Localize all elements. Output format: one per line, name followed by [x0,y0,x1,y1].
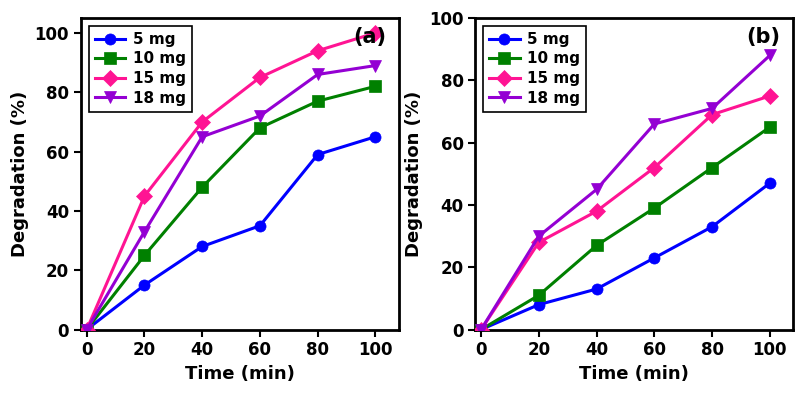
X-axis label: Time (min): Time (min) [185,365,295,383]
18 mg [198,134,207,139]
5 mg [140,282,149,287]
15 mg [533,240,543,245]
15 mg [707,112,716,117]
Legend: 5 mg, 10 mg, 15 mg, 18 mg: 5 mg, 10 mg, 15 mg, 18 mg [88,26,192,112]
10 mg [198,185,207,190]
Line: 5 mg: 5 mg [475,178,774,335]
5 mg [764,181,773,186]
Legend: 5 mg, 10 mg, 15 mg, 18 mg: 5 mg, 10 mg, 15 mg, 18 mg [483,26,585,112]
Text: (a): (a) [353,28,385,47]
10 mg [707,165,716,170]
18 mg [649,122,658,126]
5 mg [591,287,601,292]
10 mg [764,125,773,130]
15 mg [198,119,207,124]
Line: 15 mg: 15 mg [475,90,774,335]
5 mg [475,327,485,332]
Line: 18 mg: 18 mg [81,60,381,335]
18 mg [475,327,485,332]
18 mg [707,106,716,111]
5 mg [533,302,543,307]
X-axis label: Time (min): Time (min) [578,365,688,383]
18 mg [82,327,92,332]
Line: 5 mg: 5 mg [81,131,381,335]
15 mg [370,31,380,35]
15 mg [649,165,658,170]
18 mg [312,72,322,77]
10 mg [370,84,380,89]
10 mg [82,327,92,332]
15 mg [82,327,92,332]
15 mg [255,75,264,80]
18 mg [591,187,601,192]
5 mg [370,134,380,139]
5 mg [198,244,207,249]
5 mg [82,327,92,332]
15 mg [764,94,773,98]
Text: (b): (b) [745,28,779,47]
10 mg [475,327,485,332]
10 mg [255,125,264,130]
10 mg [312,99,322,104]
5 mg [649,256,658,260]
Line: 18 mg: 18 mg [475,50,774,335]
Y-axis label: Degradation (%): Degradation (%) [11,91,29,257]
Line: 10 mg: 10 mg [475,122,774,335]
15 mg [312,48,322,53]
5 mg [707,225,716,229]
Line: 10 mg: 10 mg [81,81,381,335]
18 mg [140,229,149,234]
10 mg [533,293,543,297]
10 mg [649,206,658,210]
18 mg [764,53,773,58]
10 mg [140,253,149,258]
18 mg [370,63,380,68]
5 mg [255,223,264,228]
15 mg [475,327,485,332]
Y-axis label: Degradation (%): Degradation (%) [405,91,423,257]
18 mg [255,113,264,118]
15 mg [591,209,601,214]
Line: 15 mg: 15 mg [81,28,381,335]
18 mg [533,234,543,238]
5 mg [312,152,322,157]
10 mg [591,243,601,248]
15 mg [140,194,149,199]
